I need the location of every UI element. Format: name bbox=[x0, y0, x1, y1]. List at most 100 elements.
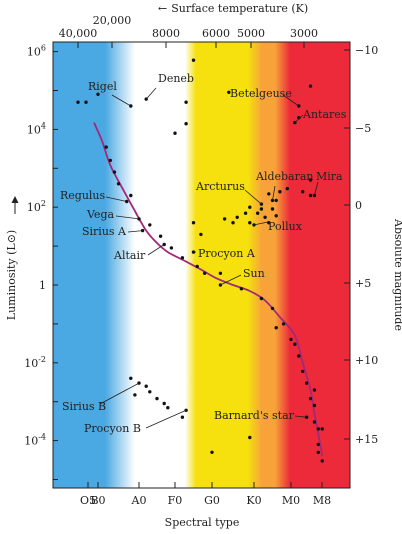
star-point bbox=[316, 427, 320, 431]
temperature-tick-label: 20,000 bbox=[93, 14, 132, 27]
star-point bbox=[312, 420, 317, 424]
star-label-sirius-b: Sirius B bbox=[62, 400, 106, 413]
luminosity-tick-label: 10-4 bbox=[24, 433, 46, 448]
star-point bbox=[285, 186, 289, 191]
star-point bbox=[243, 211, 248, 215]
left-axis-arrow bbox=[11, 196, 19, 214]
spectral-tick-label: G0 bbox=[204, 494, 220, 507]
star-point bbox=[312, 403, 317, 408]
star-point bbox=[210, 450, 214, 454]
star-point bbox=[231, 221, 235, 225]
star-point bbox=[274, 198, 278, 203]
top-axis-arrow: ← bbox=[158, 2, 167, 15]
star-point bbox=[184, 122, 188, 126]
star-point bbox=[248, 205, 252, 209]
magnitude-tick-label: +15 bbox=[355, 433, 378, 446]
star-point bbox=[308, 193, 313, 198]
star-point bbox=[248, 435, 252, 440]
star-point bbox=[162, 401, 166, 406]
star-label-sirius-a: Sirius A bbox=[82, 225, 127, 238]
star-point bbox=[96, 92, 100, 97]
star-point bbox=[320, 459, 324, 463]
star-label-aldebaran: Aldebaran bbox=[255, 170, 314, 183]
star-point bbox=[259, 296, 264, 301]
star-point bbox=[166, 406, 170, 410]
leader-line bbox=[115, 215, 140, 220]
plot-frame bbox=[52, 41, 351, 489]
top-axis-title-text: Surface temperature (K) bbox=[171, 2, 308, 15]
star-point bbox=[116, 182, 121, 186]
luminosity-tick-label: 106 bbox=[27, 44, 46, 59]
star-point bbox=[312, 388, 317, 392]
temperature-tick-label: 6000 bbox=[202, 27, 230, 40]
star-point bbox=[218, 271, 223, 275]
star-point bbox=[227, 90, 231, 95]
star-label-vega: Vega bbox=[86, 208, 114, 221]
temperature-tick-label: 8000 bbox=[152, 27, 180, 40]
leader-line bbox=[253, 221, 269, 226]
y-axis-label-left: Luminosity (L⊙) bbox=[5, 230, 18, 320]
star-point bbox=[281, 322, 286, 326]
star-point bbox=[248, 221, 252, 225]
leader-line bbox=[244, 189, 262, 205]
star-point bbox=[129, 376, 133, 380]
leader-line bbox=[314, 181, 319, 196]
star-point bbox=[274, 326, 278, 330]
star-point bbox=[267, 192, 271, 196]
temperature-tick-label: 5000 bbox=[237, 27, 265, 40]
star-point bbox=[270, 306, 275, 311]
leader-line bbox=[99, 382, 140, 405]
spectral-color-bands bbox=[53, 42, 350, 488]
luminosity-tick-label: 102 bbox=[27, 199, 46, 214]
spectral-tick-label: M0 bbox=[282, 494, 300, 507]
star-point bbox=[76, 100, 80, 104]
star-point bbox=[239, 287, 244, 291]
leader-line bbox=[147, 244, 165, 256]
spectral-tick-label: M8 bbox=[313, 494, 331, 507]
magnitude-tick-label: −10 bbox=[355, 44, 378, 57]
star-point bbox=[263, 215, 267, 219]
leader-line bbox=[294, 114, 304, 123]
star-point bbox=[108, 158, 113, 163]
star-point bbox=[308, 178, 313, 182]
star-point bbox=[222, 217, 227, 221]
star-point bbox=[180, 256, 185, 260]
star-point bbox=[112, 170, 117, 174]
spectral-tick-label: B0 bbox=[90, 494, 105, 507]
star-label-pollux: Pollux bbox=[268, 220, 303, 233]
magnitude-tick-label: −5 bbox=[355, 122, 371, 135]
temperature-tick-label: 40,000 bbox=[59, 27, 98, 40]
star-point bbox=[202, 271, 207, 275]
top-axis-title: ← Surface temperature (K) bbox=[158, 2, 308, 15]
temperature-tick-label: 3000 bbox=[290, 27, 318, 40]
star-point bbox=[199, 232, 203, 237]
star-label-deneb: Deneb bbox=[158, 72, 194, 85]
leader-line bbox=[220, 274, 242, 286]
label-leaders bbox=[99, 87, 319, 429]
luminosity-tick-label: 1 bbox=[39, 279, 46, 292]
star-point bbox=[169, 246, 174, 250]
luminosity-tick-label: 10-2 bbox=[24, 355, 46, 370]
leader-line bbox=[145, 409, 187, 429]
star-point bbox=[155, 396, 159, 401]
spectral-tick-label: A0 bbox=[131, 494, 147, 507]
star-point bbox=[293, 342, 297, 346]
star-label-rigel: Rigel bbox=[88, 80, 117, 93]
star-point bbox=[104, 145, 108, 149]
star-point bbox=[191, 221, 196, 225]
x-axis-label: Spectral type bbox=[165, 516, 240, 529]
star-point bbox=[180, 415, 185, 419]
star-point bbox=[235, 215, 239, 219]
star-label-antares: Antares bbox=[302, 108, 347, 121]
star-label-regulus: Regulus bbox=[60, 189, 106, 202]
star-point bbox=[84, 100, 88, 104]
leader-line bbox=[111, 94, 132, 107]
star-label-mira: Mira bbox=[316, 170, 343, 183]
star-point bbox=[308, 396, 313, 401]
star-label-altair: Altair bbox=[113, 249, 146, 262]
star-point bbox=[274, 214, 278, 218]
star-point bbox=[301, 369, 305, 374]
star-label-barnard-s-star: Barnard's star bbox=[214, 409, 295, 422]
